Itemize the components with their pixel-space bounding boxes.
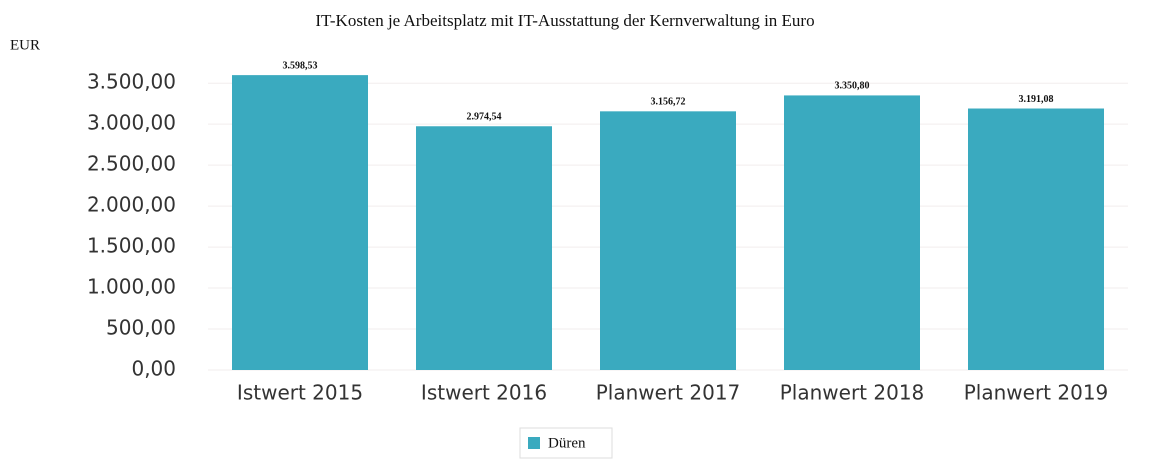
- y-tick-label: 2.500,00: [87, 152, 176, 176]
- y-tick-label: 500,00: [106, 316, 176, 340]
- data-label: 2.974,54: [467, 112, 502, 123]
- y-tick-label: 0,00: [131, 357, 176, 381]
- legend-frame: [519, 427, 613, 459]
- x-tick-label: Istwert 2016: [421, 381, 547, 405]
- y-tick-label: 3.000,00: [87, 111, 176, 135]
- y-axis-label: EUR: [10, 37, 40, 53]
- y-tick-label: 3.500,00: [87, 70, 176, 94]
- y-tick-label: 1.000,00: [87, 275, 176, 299]
- data-label: 3.350,80: [835, 81, 870, 92]
- bar: [968, 108, 1104, 370]
- data-label: 3.191,08: [1019, 94, 1054, 105]
- chart-title: IT-Kosten je Arbeitsplatz mit IT-Ausstat…: [315, 11, 814, 30]
- legend-label: Düren: [548, 435, 586, 451]
- legend-swatch: [528, 437, 540, 449]
- x-tick-label: Istwert 2015: [237, 381, 363, 405]
- bar: [784, 95, 920, 370]
- data-label: 3.156,72: [651, 97, 686, 108]
- data-label: 3.598,53: [283, 60, 318, 71]
- x-tick-label: Planwert 2017: [596, 381, 741, 405]
- y-tick-label: 2.000,00: [87, 193, 176, 217]
- bar: [416, 126, 552, 370]
- x-tick-label: Planwert 2018: [780, 381, 925, 405]
- bar: [232, 75, 368, 371]
- bar: [600, 111, 736, 370]
- x-tick-label: Planwert 2019: [964, 381, 1109, 405]
- y-tick-label: 1.500,00: [87, 234, 176, 258]
